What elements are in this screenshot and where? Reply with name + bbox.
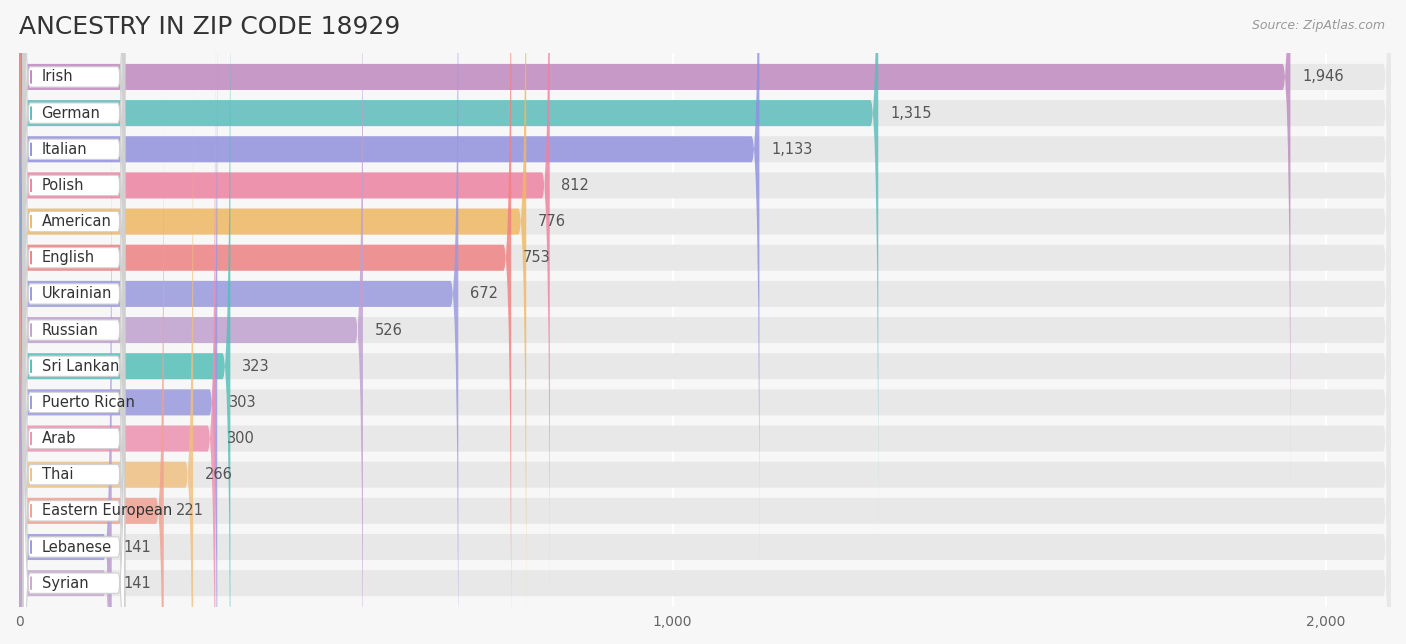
FancyBboxPatch shape — [24, 123, 125, 644]
Text: Puerto Rican: Puerto Rican — [42, 395, 135, 410]
FancyBboxPatch shape — [20, 17, 215, 644]
Text: 1,315: 1,315 — [890, 106, 932, 120]
FancyBboxPatch shape — [24, 0, 125, 428]
Text: Syrian: Syrian — [42, 576, 89, 591]
Text: 672: 672 — [470, 287, 498, 301]
Text: 812: 812 — [561, 178, 589, 193]
FancyBboxPatch shape — [20, 0, 1391, 570]
FancyBboxPatch shape — [20, 0, 1391, 644]
Text: Source: ZipAtlas.com: Source: ZipAtlas.com — [1251, 19, 1385, 32]
FancyBboxPatch shape — [24, 0, 125, 573]
FancyBboxPatch shape — [20, 0, 512, 644]
FancyBboxPatch shape — [24, 232, 125, 644]
Text: 303: 303 — [229, 395, 257, 410]
Text: Eastern European: Eastern European — [42, 504, 172, 518]
FancyBboxPatch shape — [20, 90, 163, 644]
Text: 1,946: 1,946 — [1302, 70, 1344, 84]
Text: Irish: Irish — [42, 70, 73, 84]
Text: 266: 266 — [205, 467, 233, 482]
FancyBboxPatch shape — [24, 0, 125, 644]
FancyBboxPatch shape — [24, 87, 125, 644]
FancyBboxPatch shape — [20, 162, 1391, 644]
FancyBboxPatch shape — [20, 0, 1391, 643]
Text: Polish: Polish — [42, 178, 84, 193]
FancyBboxPatch shape — [24, 0, 125, 464]
FancyBboxPatch shape — [20, 0, 458, 644]
Text: 300: 300 — [228, 431, 254, 446]
Text: American: American — [42, 214, 111, 229]
FancyBboxPatch shape — [20, 0, 218, 644]
FancyBboxPatch shape — [20, 0, 1391, 644]
Text: Lebanese: Lebanese — [42, 540, 111, 554]
Text: Ukrainian: Ukrainian — [42, 287, 112, 301]
Text: 776: 776 — [538, 214, 567, 229]
FancyBboxPatch shape — [20, 17, 1391, 644]
FancyBboxPatch shape — [20, 0, 1391, 644]
FancyBboxPatch shape — [20, 162, 111, 644]
FancyBboxPatch shape — [24, 0, 125, 500]
Text: English: English — [42, 251, 94, 265]
Text: Sri Lankan: Sri Lankan — [42, 359, 120, 374]
Text: Russian: Russian — [42, 323, 98, 337]
Text: Arab: Arab — [42, 431, 76, 446]
FancyBboxPatch shape — [20, 0, 1291, 498]
FancyBboxPatch shape — [20, 0, 1391, 534]
Text: 141: 141 — [124, 540, 150, 554]
FancyBboxPatch shape — [24, 15, 125, 644]
FancyBboxPatch shape — [20, 0, 759, 570]
FancyBboxPatch shape — [20, 0, 550, 606]
Text: 1,133: 1,133 — [770, 142, 813, 156]
FancyBboxPatch shape — [20, 0, 363, 644]
Text: 141: 141 — [124, 576, 150, 591]
Text: Italian: Italian — [42, 142, 87, 156]
FancyBboxPatch shape — [20, 54, 1391, 644]
FancyBboxPatch shape — [20, 0, 1391, 606]
FancyBboxPatch shape — [24, 0, 125, 609]
FancyBboxPatch shape — [20, 0, 526, 643]
Text: Thai: Thai — [42, 467, 73, 482]
FancyBboxPatch shape — [20, 0, 1391, 644]
FancyBboxPatch shape — [20, 0, 879, 534]
Text: 753: 753 — [523, 251, 551, 265]
Text: 526: 526 — [374, 323, 402, 337]
Text: ANCESTRY IN ZIP CODE 18929: ANCESTRY IN ZIP CODE 18929 — [20, 15, 401, 39]
FancyBboxPatch shape — [20, 0, 231, 644]
FancyBboxPatch shape — [20, 126, 111, 644]
FancyBboxPatch shape — [20, 126, 1391, 644]
Text: German: German — [42, 106, 100, 120]
FancyBboxPatch shape — [24, 196, 125, 644]
Text: 323: 323 — [242, 359, 270, 374]
FancyBboxPatch shape — [24, 51, 125, 644]
FancyBboxPatch shape — [20, 54, 193, 644]
FancyBboxPatch shape — [20, 90, 1391, 644]
FancyBboxPatch shape — [24, 0, 125, 644]
FancyBboxPatch shape — [20, 0, 1391, 498]
FancyBboxPatch shape — [24, 160, 125, 644]
FancyBboxPatch shape — [24, 0, 125, 537]
FancyBboxPatch shape — [20, 0, 1391, 644]
Text: 221: 221 — [176, 504, 204, 518]
